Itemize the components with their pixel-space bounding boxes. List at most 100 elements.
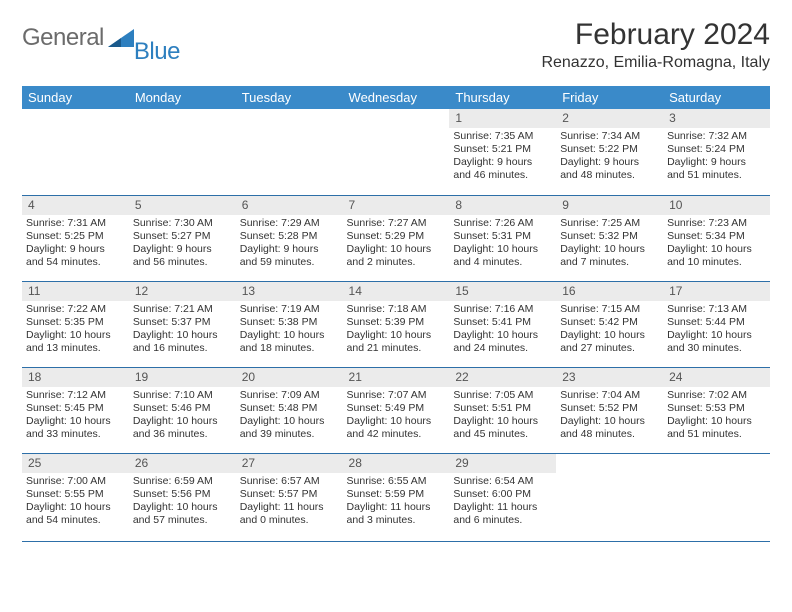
day-details: Sunrise: 7:10 AMSunset: 5:46 PMDaylight:… xyxy=(129,387,236,444)
day-details: Sunrise: 7:26 AMSunset: 5:31 PMDaylight:… xyxy=(449,215,556,272)
sunset-line: Sunset: 5:44 PM xyxy=(667,316,766,329)
day-number: 22 xyxy=(449,368,556,387)
logo: General Blue xyxy=(22,24,180,52)
calendar-cell: 10Sunrise: 7:23 AMSunset: 5:34 PMDayligh… xyxy=(663,195,770,281)
day-details: Sunrise: 7:34 AMSunset: 5:22 PMDaylight:… xyxy=(556,128,663,185)
daylight-line: Daylight: 11 hours and 0 minutes. xyxy=(240,501,339,527)
daylight-line: Daylight: 11 hours and 6 minutes. xyxy=(453,501,552,527)
sunrise-line: Sunrise: 7:27 AM xyxy=(347,217,446,230)
day-details: Sunrise: 7:05 AMSunset: 5:51 PMDaylight:… xyxy=(449,387,556,444)
sunset-line: Sunset: 5:32 PM xyxy=(560,230,659,243)
sunrise-line: Sunrise: 7:31 AM xyxy=(26,217,125,230)
sunset-line: Sunset: 5:52 PM xyxy=(560,402,659,415)
calendar-cell: 12Sunrise: 7:21 AMSunset: 5:37 PMDayligh… xyxy=(129,281,236,367)
daylight-line: Daylight: 10 hours and 39 minutes. xyxy=(240,415,339,441)
calendar-cell: 28Sunrise: 6:55 AMSunset: 5:59 PMDayligh… xyxy=(343,453,450,541)
sunrise-line: Sunrise: 6:55 AM xyxy=(347,475,446,488)
month-title: February 2024 xyxy=(541,18,770,52)
day-details: Sunrise: 7:07 AMSunset: 5:49 PMDaylight:… xyxy=(343,387,450,444)
calendar-cell: 7Sunrise: 7:27 AMSunset: 5:29 PMDaylight… xyxy=(343,195,450,281)
daylight-line: Daylight: 10 hours and 13 minutes. xyxy=(26,329,125,355)
day-number: 18 xyxy=(22,368,129,387)
day-details: Sunrise: 7:12 AMSunset: 5:45 PMDaylight:… xyxy=(22,387,129,444)
sunrise-line: Sunrise: 7:19 AM xyxy=(240,303,339,316)
weekday-header: Tuesday xyxy=(236,86,343,109)
sunset-line: Sunset: 5:55 PM xyxy=(26,488,125,501)
calendar-cell: 19Sunrise: 7:10 AMSunset: 5:46 PMDayligh… xyxy=(129,367,236,453)
day-number: 7 xyxy=(343,196,450,215)
daylight-line: Daylight: 10 hours and 18 minutes. xyxy=(240,329,339,355)
calendar-cell: 4Sunrise: 7:31 AMSunset: 5:25 PMDaylight… xyxy=(22,195,129,281)
sunset-line: Sunset: 5:24 PM xyxy=(667,143,766,156)
day-details: Sunrise: 7:04 AMSunset: 5:52 PMDaylight:… xyxy=(556,387,663,444)
weekday-header: Friday xyxy=(556,86,663,109)
daylight-line: Daylight: 10 hours and 24 minutes. xyxy=(453,329,552,355)
daylight-line: Daylight: 10 hours and 4 minutes. xyxy=(453,243,552,269)
day-details: Sunrise: 7:35 AMSunset: 5:21 PMDaylight:… xyxy=(449,128,556,185)
sunset-line: Sunset: 5:46 PM xyxy=(133,402,232,415)
sunrise-line: Sunrise: 7:16 AM xyxy=(453,303,552,316)
calendar-cell: 18Sunrise: 7:12 AMSunset: 5:45 PMDayligh… xyxy=(22,367,129,453)
sunrise-line: Sunrise: 7:12 AM xyxy=(26,389,125,402)
day-number: 9 xyxy=(556,196,663,215)
calendar-cell: 26Sunrise: 6:59 AMSunset: 5:56 PMDayligh… xyxy=(129,453,236,541)
day-details: Sunrise: 7:16 AMSunset: 5:41 PMDaylight:… xyxy=(449,301,556,358)
day-number: 17 xyxy=(663,282,770,301)
day-details: Sunrise: 7:22 AMSunset: 5:35 PMDaylight:… xyxy=(22,301,129,358)
calendar-cell: 22Sunrise: 7:05 AMSunset: 5:51 PMDayligh… xyxy=(449,367,556,453)
day-details: Sunrise: 7:31 AMSunset: 5:25 PMDaylight:… xyxy=(22,215,129,272)
day-number: 6 xyxy=(236,196,343,215)
calendar-header: SundayMondayTuesdayWednesdayThursdayFrid… xyxy=(22,86,770,109)
sunset-line: Sunset: 5:25 PM xyxy=(26,230,125,243)
day-details: Sunrise: 7:29 AMSunset: 5:28 PMDaylight:… xyxy=(236,215,343,272)
day-details: Sunrise: 7:21 AMSunset: 5:37 PMDaylight:… xyxy=(129,301,236,358)
daylight-line: Daylight: 10 hours and 30 minutes. xyxy=(667,329,766,355)
sunrise-line: Sunrise: 7:26 AM xyxy=(453,217,552,230)
sunrise-line: Sunrise: 7:34 AM xyxy=(560,130,659,143)
sunset-line: Sunset: 5:38 PM xyxy=(240,316,339,329)
sunrise-line: Sunrise: 7:35 AM xyxy=(453,130,552,143)
calendar-cell: 2Sunrise: 7:34 AMSunset: 5:22 PMDaylight… xyxy=(556,109,663,195)
calendar-body: 1Sunrise: 7:35 AMSunset: 5:21 PMDaylight… xyxy=(22,109,770,541)
day-number: 4 xyxy=(22,196,129,215)
calendar-cell: 9Sunrise: 7:25 AMSunset: 5:32 PMDaylight… xyxy=(556,195,663,281)
calendar-cell xyxy=(236,109,343,195)
calendar-table: SundayMondayTuesdayWednesdayThursdayFrid… xyxy=(22,86,770,542)
sunrise-line: Sunrise: 7:15 AM xyxy=(560,303,659,316)
sunrise-line: Sunrise: 7:09 AM xyxy=(240,389,339,402)
sunrise-line: Sunrise: 6:59 AM xyxy=(133,475,232,488)
calendar-cell: 16Sunrise: 7:15 AMSunset: 5:42 PMDayligh… xyxy=(556,281,663,367)
sunrise-line: Sunrise: 7:32 AM xyxy=(667,130,766,143)
daylight-line: Daylight: 10 hours and 33 minutes. xyxy=(26,415,125,441)
daylight-line: Daylight: 10 hours and 36 minutes. xyxy=(133,415,232,441)
calendar-cell: 6Sunrise: 7:29 AMSunset: 5:28 PMDaylight… xyxy=(236,195,343,281)
calendar-cell: 3Sunrise: 7:32 AMSunset: 5:24 PMDaylight… xyxy=(663,109,770,195)
sunset-line: Sunset: 5:41 PM xyxy=(453,316,552,329)
sunrise-line: Sunrise: 7:07 AM xyxy=(347,389,446,402)
weekday-header: Sunday xyxy=(22,86,129,109)
sunset-line: Sunset: 5:37 PM xyxy=(133,316,232,329)
calendar-cell: 5Sunrise: 7:30 AMSunset: 5:27 PMDaylight… xyxy=(129,195,236,281)
logo-triangle-icon xyxy=(108,27,134,47)
day-number: 5 xyxy=(129,196,236,215)
header-row: General Blue February 2024 Renazzo, Emil… xyxy=(22,18,770,72)
logo-text-main: General xyxy=(22,24,104,52)
sunrise-line: Sunrise: 7:05 AM xyxy=(453,389,552,402)
day-number: 25 xyxy=(22,454,129,473)
day-number: 15 xyxy=(449,282,556,301)
day-number: 20 xyxy=(236,368,343,387)
sunrise-line: Sunrise: 6:54 AM xyxy=(453,475,552,488)
day-number: 16 xyxy=(556,282,663,301)
daylight-line: Daylight: 9 hours and 54 minutes. xyxy=(26,243,125,269)
day-number: 3 xyxy=(663,109,770,128)
sunset-line: Sunset: 5:27 PM xyxy=(133,230,232,243)
sunrise-line: Sunrise: 7:22 AM xyxy=(26,303,125,316)
day-details: Sunrise: 6:54 AMSunset: 6:00 PMDaylight:… xyxy=(449,473,556,530)
day-details: Sunrise: 7:25 AMSunset: 5:32 PMDaylight:… xyxy=(556,215,663,272)
day-number: 14 xyxy=(343,282,450,301)
sunrise-line: Sunrise: 7:02 AM xyxy=(667,389,766,402)
day-details: Sunrise: 7:23 AMSunset: 5:34 PMDaylight:… xyxy=(663,215,770,272)
sunset-line: Sunset: 5:31 PM xyxy=(453,230,552,243)
sunset-line: Sunset: 5:48 PM xyxy=(240,402,339,415)
calendar-cell xyxy=(556,453,663,541)
